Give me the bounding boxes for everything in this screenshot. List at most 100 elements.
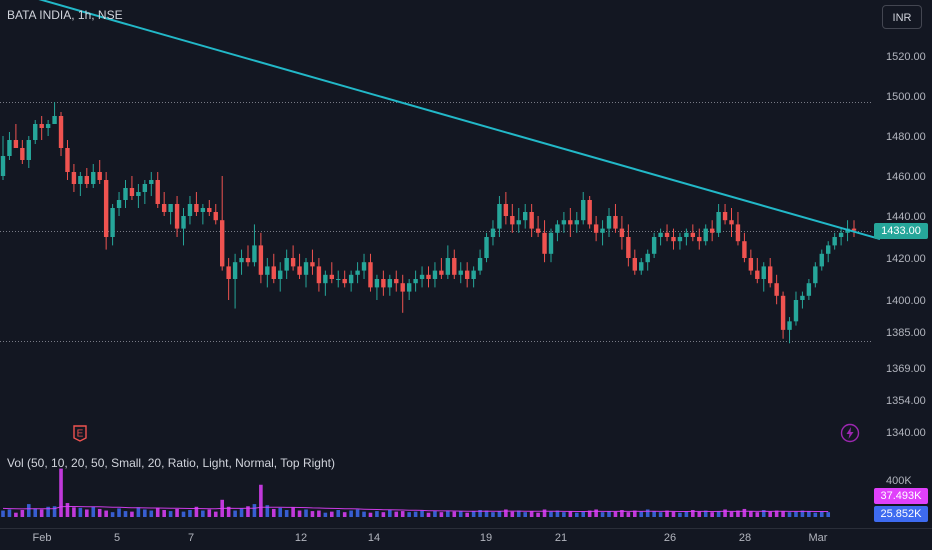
candle — [200, 204, 206, 225]
volume-bar — [549, 511, 553, 517]
volume-bar — [317, 510, 321, 517]
candle — [129, 176, 135, 200]
price-gridlines — [0, 102, 872, 342]
candle — [103, 172, 109, 250]
volume-bar — [368, 512, 373, 517]
candle — [71, 164, 77, 192]
candle — [555, 220, 560, 242]
candle — [452, 249, 457, 279]
volume-bar — [117, 508, 121, 517]
candle — [7, 132, 12, 160]
candle — [13, 124, 19, 148]
time-tick-label: 5 — [114, 532, 120, 544]
volume-bar — [678, 512, 682, 517]
candle — [387, 274, 393, 296]
currency-button[interactable]: INR — [882, 5, 922, 29]
candle — [368, 253, 373, 292]
volume-bar — [207, 509, 212, 517]
volume-bar — [819, 511, 824, 517]
volume-bar — [1, 510, 5, 517]
volume-bar — [471, 511, 476, 517]
volume-bar — [562, 512, 566, 517]
volume-bar — [143, 509, 147, 517]
volume-bar — [233, 510, 237, 517]
trendline-layer[interactable] — [0, 0, 881, 241]
price-tick-label: 1400.00 — [886, 295, 926, 307]
price-tick-label: 1500.00 — [886, 91, 926, 103]
candle — [748, 249, 754, 275]
candle — [774, 274, 779, 305]
volume-bar — [426, 512, 431, 517]
volume-bar — [420, 510, 424, 517]
volume-bar — [20, 510, 25, 517]
volume-bar — [607, 511, 611, 517]
candle — [471, 266, 476, 288]
candle — [316, 258, 322, 292]
volume-bar — [781, 511, 785, 517]
price-tick-label: 1354.00 — [886, 395, 926, 407]
volume-bar — [639, 511, 644, 517]
volume-bar — [716, 511, 721, 517]
candle — [406, 279, 412, 300]
price-tick-label: 1340.00 — [886, 427, 926, 439]
volume-bar — [697, 511, 702, 517]
volume-bar — [807, 511, 811, 517]
volume-bar — [729, 511, 734, 517]
volume-bar — [91, 506, 96, 517]
candle — [45, 120, 51, 136]
time-axis[interactable]: Feb 5 7 12 14 19 21 26 28 Mar — [0, 528, 932, 545]
lightning-bolt-icon[interactable] — [840, 423, 860, 443]
volume-bar — [181, 511, 186, 517]
volume-bar — [329, 511, 334, 517]
volume-bar — [749, 511, 753, 517]
candle — [239, 249, 244, 275]
candle — [722, 204, 728, 225]
volume-bar — [14, 512, 18, 517]
candle — [381, 270, 386, 296]
time-tick-label: 7 — [188, 532, 194, 544]
candle — [832, 232, 837, 250]
earnings-e-icon[interactable]: E — [71, 424, 89, 442]
volume-bar — [278, 507, 283, 517]
price-tick-label: 1385.00 — [886, 327, 926, 339]
candle — [535, 216, 541, 237]
volume-bar — [226, 506, 231, 517]
candle — [174, 196, 180, 237]
volume-bar — [175, 508, 179, 517]
volume-bar — [658, 512, 663, 517]
candle — [20, 140, 25, 164]
volume-bar — [787, 512, 792, 517]
volume-bar — [510, 511, 515, 517]
candle — [265, 258, 270, 288]
symbol-title[interactable]: BATA INDIA, 1h, NSE — [7, 8, 123, 22]
volume-indicator-label[interactable]: Vol (50, 10, 20, 50, Small, 20, Ratio, L… — [7, 456, 335, 470]
price-axis[interactable]: 1520.00 1500.00 1480.00 1460.00 1440.00 1420.… — [886, 51, 926, 487]
candle — [258, 232, 264, 284]
candle — [587, 196, 592, 229]
volume-bar — [407, 512, 411, 517]
candle — [503, 192, 509, 225]
candle — [645, 249, 650, 271]
volume-bar — [774, 510, 779, 517]
candle — [813, 262, 818, 288]
volume-bar — [452, 511, 457, 517]
candlestick-series[interactable] — [0, 102, 857, 344]
volume-bar — [504, 509, 508, 517]
candle — [800, 291, 805, 309]
volume-bar — [188, 510, 192, 517]
candle — [110, 204, 115, 246]
volume-bar — [123, 511, 128, 517]
volume-bar — [703, 510, 708, 517]
candle — [142, 180, 148, 204]
volume-bar — [439, 512, 444, 517]
candle — [232, 253, 238, 309]
candle — [91, 164, 96, 188]
candle — [497, 196, 502, 237]
candle — [548, 228, 554, 263]
candle — [348, 270, 354, 292]
candle — [207, 200, 212, 216]
candle — [65, 140, 70, 180]
candle — [284, 249, 289, 279]
